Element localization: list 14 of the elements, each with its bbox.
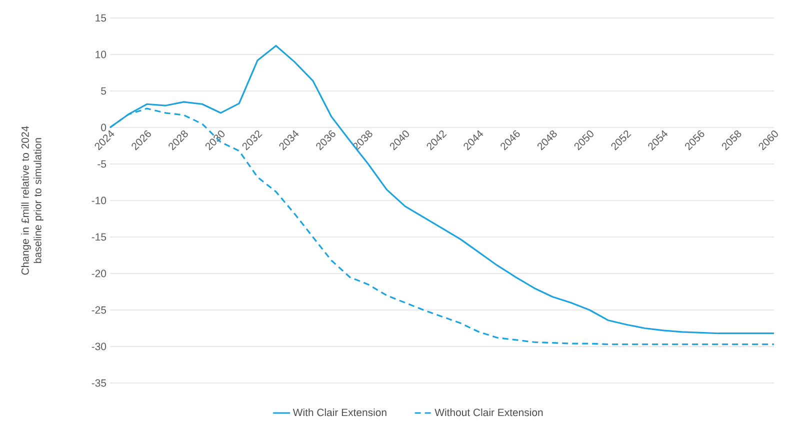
y-tick-label: -5 — [98, 160, 106, 168]
y-tick-label: 15 — [96, 14, 106, 22]
y-tick-label: -15 — [92, 233, 106, 241]
y-tick-label: -30 — [92, 342, 106, 350]
y-tick-label: 0 — [101, 124, 106, 132]
y-tick-label: 5 — [101, 87, 106, 95]
legend-label: With Clair Extension — [292, 408, 386, 416]
y-axis-title: Change in £mill relative to 2024 baseline prior to simulation — [21, 126, 44, 275]
y-tick-label: -20 — [92, 270, 106, 278]
legend-label: Without Clair Extension — [434, 408, 543, 416]
y-tick-label: -10 — [92, 196, 106, 204]
y-tick-label: -25 — [92, 306, 106, 314]
y-tick-label: -35 — [92, 379, 106, 387]
y-tick-label: 10 — [96, 50, 106, 58]
